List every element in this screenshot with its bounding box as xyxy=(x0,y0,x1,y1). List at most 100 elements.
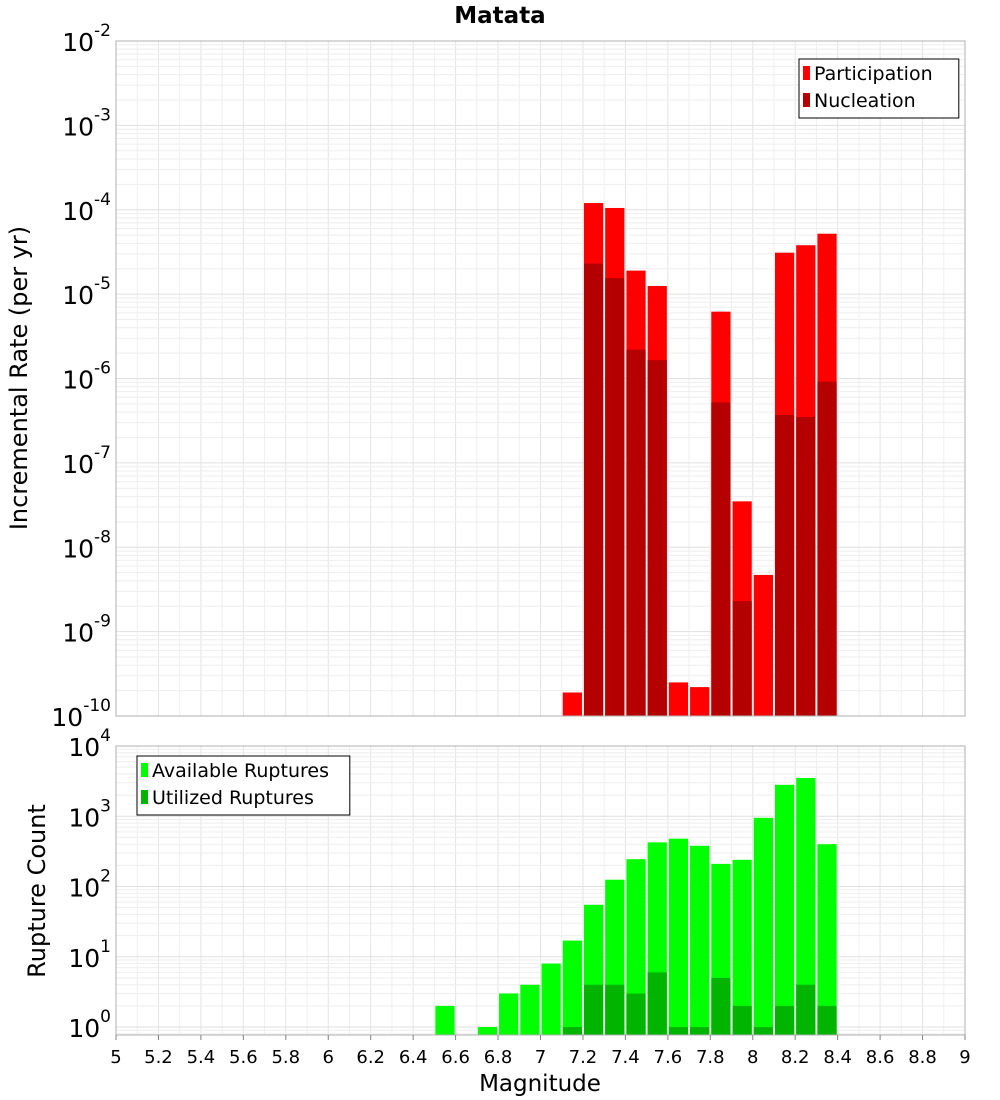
rate-chart-bars xyxy=(562,203,837,717)
count-bar-utilized-ruptures xyxy=(711,977,731,1035)
x-tick-label: 8.4 xyxy=(823,1047,852,1068)
x-tick-label: 5.8 xyxy=(271,1047,300,1068)
y-tick-label: 10-6 xyxy=(62,359,111,395)
count-bar-utilized-ruptures xyxy=(626,993,646,1035)
x-tick-label: 6.2 xyxy=(356,1047,385,1068)
x-tick-label: 5.4 xyxy=(187,1047,216,1068)
y-tick-label: 10-9 xyxy=(62,612,111,648)
y-tick-label: 10-8 xyxy=(62,527,111,563)
count-chart-x-ticks: 5 5.2 5.4 5.6 5.8 6 6.2 6.4 6.6 6.8 7 7.2 7.4 7.6 7.8 8… xyxy=(110,1035,971,1068)
count-bar-available-ruptures xyxy=(796,778,816,1035)
count-bar-utilized-ruptures xyxy=(690,1027,710,1035)
count-bar-utilized-ruptures xyxy=(562,1027,582,1035)
y-tick-label: 103 xyxy=(68,796,111,832)
count-bar-utilized-ruptures xyxy=(753,1027,773,1035)
x-tick-label: 6.6 xyxy=(441,1047,470,1068)
rate-chart-y-axis-label: Incremental Rate (per yr) xyxy=(5,226,33,530)
y-tick-label: 101 xyxy=(68,937,111,973)
count-chart: 104 103 102 101 100 5 5.2 5.4 5.6 5.8 6 6.2 6.4 6.6 6… xyxy=(23,726,971,1097)
count-bar-utilized-ruptures xyxy=(732,1005,752,1035)
rate-bar-nucleation xyxy=(605,278,625,716)
count-bar-utilized-ruptures xyxy=(647,972,667,1035)
y-tick-label: 10-3 xyxy=(62,105,111,141)
x-tick-label: 6.4 xyxy=(399,1047,428,1068)
rate-bar-participation xyxy=(753,574,773,716)
x-tick-label: 7 xyxy=(535,1047,546,1068)
legend-label: Nucleation xyxy=(814,90,916,112)
rate-bar-participation xyxy=(562,692,582,716)
x-tick-label: 7.6 xyxy=(654,1047,683,1068)
count-bar-available-ruptures xyxy=(435,1005,455,1035)
count-bar-available-ruptures xyxy=(562,940,582,1035)
rate-bar-nucleation xyxy=(774,414,795,716)
rate-bar-nucleation xyxy=(626,349,646,716)
legend-swatch xyxy=(141,790,148,804)
y-tick-label: 10-5 xyxy=(62,274,111,310)
rate-bar-nucleation xyxy=(796,416,816,716)
count-bar-utilized-ruptures xyxy=(817,1005,837,1035)
x-tick-label: 8.8 xyxy=(908,1047,937,1068)
rate-bar-nucleation xyxy=(732,601,752,716)
legend-box xyxy=(798,58,960,119)
rate-chart-y-ticks: 10-2 10-3 10-4 10-5 10-6 10-7 10-8 10-9 10-10 xyxy=(51,21,111,732)
count-bar-available-ruptures xyxy=(732,859,752,1035)
count-bar-available-ruptures xyxy=(626,859,646,1035)
count-bar-available-ruptures xyxy=(477,1027,498,1035)
legend-swatch xyxy=(141,763,148,777)
rate-bar-nucleation xyxy=(583,263,604,716)
x-tick-label: 9 xyxy=(959,1047,970,1068)
legend-label: Utilized Ruptures xyxy=(152,787,314,809)
y-tick-label: 100 xyxy=(68,1007,111,1043)
count-bar-available-ruptures xyxy=(774,784,795,1035)
y-tick-label: 10-4 xyxy=(62,190,111,226)
legend-label: Available Ruptures xyxy=(152,760,329,782)
count-chart-legend: Available Ruptures Utilized Ruptures xyxy=(136,755,351,816)
legend-swatch xyxy=(803,93,810,107)
rate-chart-grid xyxy=(115,40,966,717)
x-tick-label: 5.6 xyxy=(229,1047,258,1068)
count-bar-available-ruptures xyxy=(499,993,519,1035)
legend-swatch xyxy=(803,66,810,80)
count-chart-x-axis-label: Magnitude xyxy=(479,1071,601,1097)
rate-bar-participation xyxy=(690,687,710,716)
count-bar-available-ruptures xyxy=(817,844,837,1035)
count-bar-utilized-ruptures xyxy=(796,984,816,1035)
x-tick-label: 6.8 xyxy=(484,1047,513,1068)
count-bar-available-ruptures xyxy=(753,817,773,1035)
count-chart-y-axis-label: Rupture Count xyxy=(23,804,51,978)
count-chart-bars xyxy=(435,778,837,1035)
count-chart-y-ticks: 104 103 102 101 100 xyxy=(68,726,111,1043)
x-tick-label: 8.6 xyxy=(866,1047,895,1068)
x-tick-label: 5 xyxy=(110,1047,121,1068)
rate-chart: 10-2 10-3 10-4 10-5 10-6 10-7 10-8 10-9 10-10 In… xyxy=(5,21,966,732)
legend-box xyxy=(136,755,351,816)
rate-chart-frame xyxy=(115,40,966,717)
count-bar-available-ruptures xyxy=(541,963,561,1035)
y-tick-label: 10-7 xyxy=(62,443,111,479)
x-tick-label: 6 xyxy=(323,1047,334,1068)
x-tick-label: 7.4 xyxy=(611,1047,640,1068)
count-bar-utilized-ruptures xyxy=(605,984,625,1035)
y-tick-label: 10-2 xyxy=(62,21,111,57)
chart-title: Matata xyxy=(454,3,545,29)
legend-label: Participation xyxy=(814,63,933,85)
y-tick-label: 102 xyxy=(68,867,111,903)
x-tick-label: 5.2 xyxy=(144,1047,173,1068)
x-tick-label: 8.2 xyxy=(781,1047,810,1068)
rate-bar-nucleation xyxy=(817,381,837,716)
count-bar-utilized-ruptures xyxy=(583,984,604,1035)
y-tick-label: 104 xyxy=(68,726,111,762)
count-bar-available-ruptures xyxy=(520,984,540,1035)
rate-bar-nucleation xyxy=(647,360,667,716)
x-tick-label: 8 xyxy=(747,1047,758,1068)
rate-bar-nucleation xyxy=(711,402,731,716)
rate-bar-participation xyxy=(668,682,689,716)
count-bar-available-ruptures xyxy=(668,838,689,1035)
x-tick-label: 7.8 xyxy=(696,1047,725,1068)
count-bar-utilized-ruptures xyxy=(668,1027,689,1035)
rate-chart-legend: Participation Nucleation xyxy=(798,58,960,119)
x-tick-label: 7.2 xyxy=(569,1047,598,1068)
y-tick-label: 10-10 xyxy=(51,696,111,732)
count-bar-utilized-ruptures xyxy=(774,1005,795,1035)
